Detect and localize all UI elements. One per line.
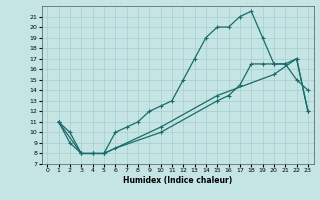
X-axis label: Humidex (Indice chaleur): Humidex (Indice chaleur) bbox=[123, 176, 232, 185]
